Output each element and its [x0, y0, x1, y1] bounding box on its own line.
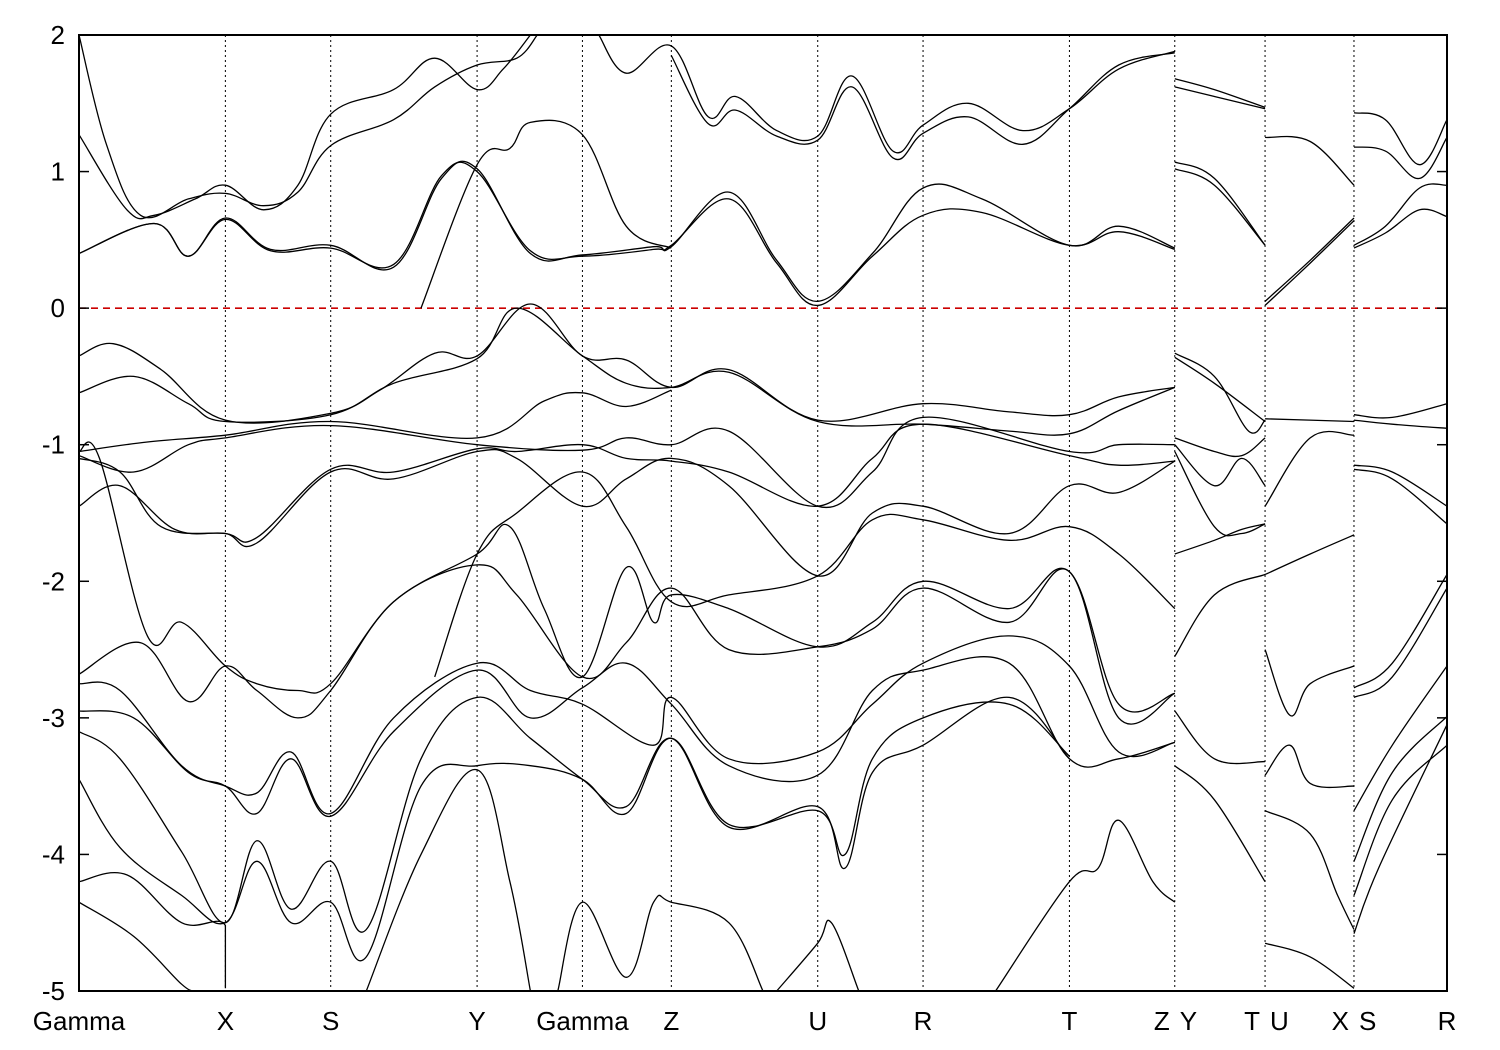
- band-line: [1353, 665, 1447, 812]
- band-line: [670, 52, 1175, 161]
- band-lines: [79, 35, 1447, 991]
- k-point-label: Gamma: [536, 1006, 629, 1036]
- band-line: [1174, 86, 1266, 110]
- band-line: [776, 919, 860, 991]
- y-tick-label: -5: [42, 976, 65, 1006]
- plot-frame: [78, 34, 1448, 992]
- band-line: [1265, 135, 1355, 186]
- band-line: [79, 307, 1176, 436]
- k-point-label: Z: [1154, 1006, 1170, 1036]
- band-line: [79, 696, 1070, 933]
- band-line: [1353, 744, 1447, 896]
- band-line: [1264, 534, 1355, 576]
- band-line: [79, 635, 1175, 815]
- band-line: [1353, 137, 1447, 180]
- k-point-label: R: [914, 1006, 933, 1036]
- band-line: [1265, 418, 1355, 423]
- band-line: [79, 423, 1175, 543]
- band-line: [420, 119, 672, 309]
- band-line: [1353, 464, 1447, 507]
- band-line: [79, 901, 196, 991]
- band-line: [1353, 419, 1447, 429]
- band-line: [1264, 942, 1355, 989]
- band-line: [1174, 352, 1266, 434]
- band-line: [1353, 403, 1447, 419]
- band-line: [79, 656, 1175, 817]
- band-line: [1174, 523, 1266, 555]
- y-tick-label: -4: [42, 839, 65, 869]
- band-line: [79, 161, 1175, 307]
- band-line: [1353, 468, 1447, 525]
- k-point-label: X: [1332, 1006, 1349, 1036]
- band-line: [1174, 765, 1266, 883]
- k-point-label: X: [217, 1006, 234, 1036]
- k-point-label: U: [1270, 1006, 1289, 1036]
- band-line: [598, 35, 1175, 154]
- band-line: [1264, 744, 1355, 789]
- y-tick-label: 0: [51, 293, 65, 323]
- band-line: [1353, 724, 1447, 934]
- band-line: [79, 872, 227, 989]
- k-point-label: Z: [663, 1006, 679, 1036]
- band-line: [1174, 444, 1266, 487]
- band-line: [79, 35, 531, 220]
- band-line: [434, 471, 1176, 678]
- band-line: [995, 819, 1176, 991]
- k-point-label: Gamma: [33, 1006, 126, 1036]
- band-line: [1174, 437, 1266, 458]
- band-line: [1353, 574, 1447, 689]
- band-line: [79, 701, 1070, 962]
- band-line: [1353, 716, 1447, 862]
- band-line: [557, 894, 764, 991]
- band-line: [1264, 810, 1355, 930]
- band-line: [1174, 161, 1266, 246]
- k-point-label: Y: [1180, 1006, 1197, 1036]
- band-line: [1353, 208, 1447, 249]
- band-line: [79, 35, 538, 219]
- band-line: [1174, 168, 1266, 246]
- k-point-label: S: [1359, 1006, 1376, 1036]
- y-tick-label: 2: [51, 20, 65, 50]
- band-line: [1264, 217, 1355, 302]
- band-line: [79, 160, 1176, 302]
- band-line: [1264, 430, 1355, 507]
- band-line: [79, 303, 1175, 424]
- band-line: [79, 416, 1175, 509]
- band-line: [1353, 183, 1447, 246]
- band-line: [79, 389, 672, 453]
- band-line: [1174, 78, 1266, 109]
- band-line: [1353, 587, 1447, 698]
- band-line: [1174, 356, 1266, 423]
- k-point-label: R: [1438, 1006, 1457, 1036]
- band-line: [1353, 112, 1447, 166]
- band-line: [1174, 573, 1266, 657]
- y-tick-label: 1: [51, 157, 65, 187]
- band-line: [1264, 649, 1355, 717]
- x-axis: Gamma RX S Y Gamma Z U R T Z Y T U X S: [33, 1006, 1457, 1036]
- band-line: [365, 769, 532, 991]
- y-tick-label: -3: [42, 703, 65, 733]
- y-axis: 2 1 0 -1 -2 -3 -4 -5: [42, 20, 1447, 1006]
- y-tick-label: -1: [42, 430, 65, 460]
- k-point-label: T: [1244, 1006, 1260, 1036]
- k-point-label: Y: [468, 1006, 485, 1036]
- band-line: [1174, 710, 1266, 765]
- k-point-label: S: [322, 1006, 339, 1036]
- band-line: [1264, 220, 1355, 306]
- band-line: [79, 448, 1176, 577]
- k-point-label: U: [808, 1006, 827, 1036]
- high-symmetry-lines: [224, 35, 1355, 991]
- band-line: [79, 564, 1176, 725]
- band-line: [79, 441, 1176, 713]
- k-point-label: T: [1061, 1006, 1077, 1036]
- y-tick-label: -2: [42, 566, 65, 596]
